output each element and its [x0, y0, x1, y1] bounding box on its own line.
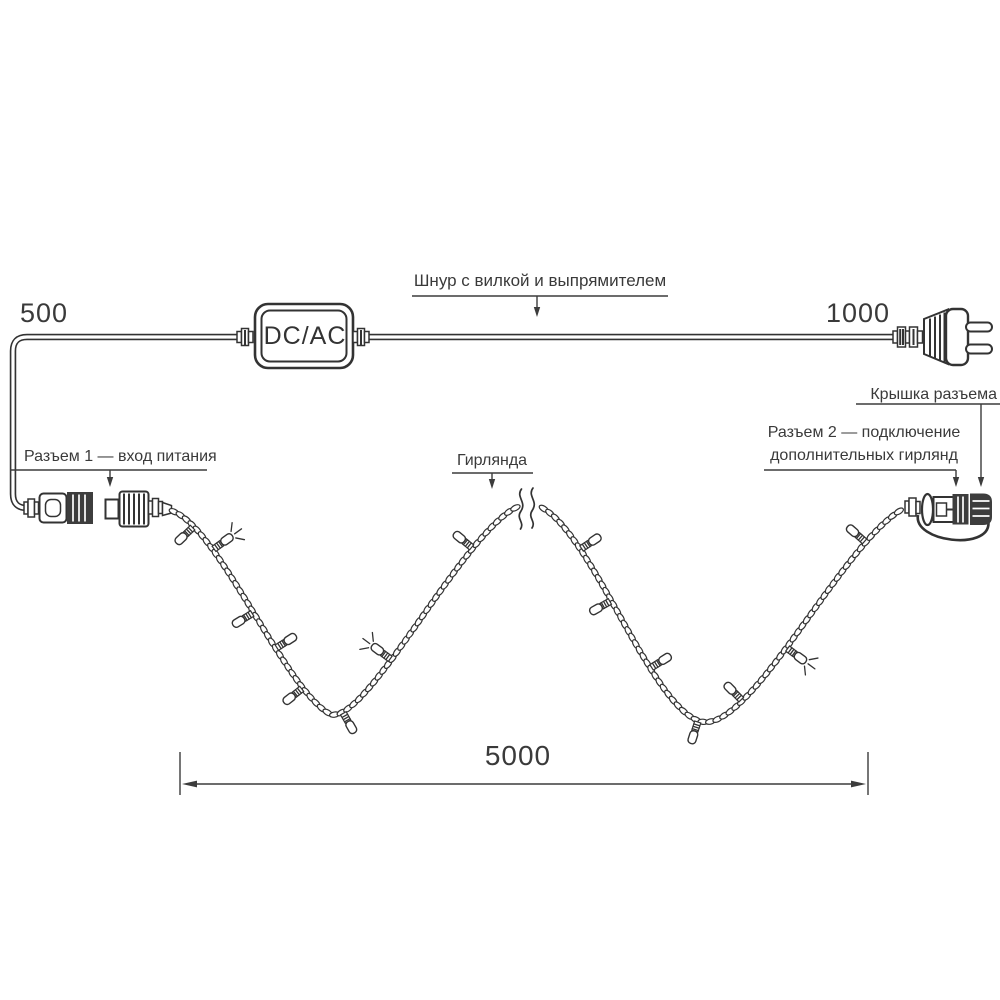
garland-lamp	[231, 609, 255, 629]
dimension-1000-label: 1000	[826, 298, 891, 328]
garland-lamp	[174, 524, 196, 546]
garland-lamp	[578, 533, 602, 552]
cord-label: Шнур с вилкой и выпрямителем	[413, 271, 667, 290]
connector-1	[23, 490, 173, 528]
garland-lamps	[174, 522, 868, 745]
connector-2	[904, 492, 990, 542]
cap-label: Крышка разъема	[870, 386, 997, 403]
cap-tether-strap	[916, 514, 990, 542]
garland-lamp	[339, 710, 358, 735]
power-plug	[892, 307, 993, 367]
connector2-label: Разъем 2 — подключение дополнительных ги…	[750, 421, 978, 467]
garland-lamp	[211, 522, 246, 553]
wire-break-symbol	[518, 487, 536, 530]
dimension-5000-label: 5000	[484, 740, 552, 771]
dimension-500-label: 500	[20, 298, 69, 328]
connector-cap	[970, 493, 992, 525]
garland-lamp	[784, 645, 819, 676]
dimension-line-5000	[179, 752, 869, 795]
garland-lamp	[359, 631, 393, 663]
garland-lamp	[845, 524, 868, 545]
garland-lamp	[687, 720, 702, 745]
connector2-label-line1: Разъем 2 — подключение	[767, 424, 961, 441]
garland-lamp	[588, 597, 613, 616]
garland-lamp	[274, 632, 298, 652]
garland-lamp	[282, 685, 305, 706]
dc-ac-adapter	[236, 302, 370, 370]
connector1-label: Разъем 1 — вход питания	[24, 448, 217, 465]
sealing-ring	[920, 492, 935, 527]
plug-prong-top	[965, 321, 993, 333]
label-leaders	[10, 295, 1000, 489]
adapter-label: DC/AC	[263, 322, 347, 350]
garland-label: Гирлянда	[456, 452, 528, 469]
plug-prong-bottom	[965, 343, 993, 355]
garland-lamp	[723, 681, 745, 703]
garland-lamp	[452, 530, 475, 551]
garland-lamp	[649, 652, 673, 671]
garland-wire	[168, 504, 904, 726]
connector2-label-line2: дополнительных гирлянд	[770, 447, 958, 464]
power-cord-left	[9, 333, 239, 512]
